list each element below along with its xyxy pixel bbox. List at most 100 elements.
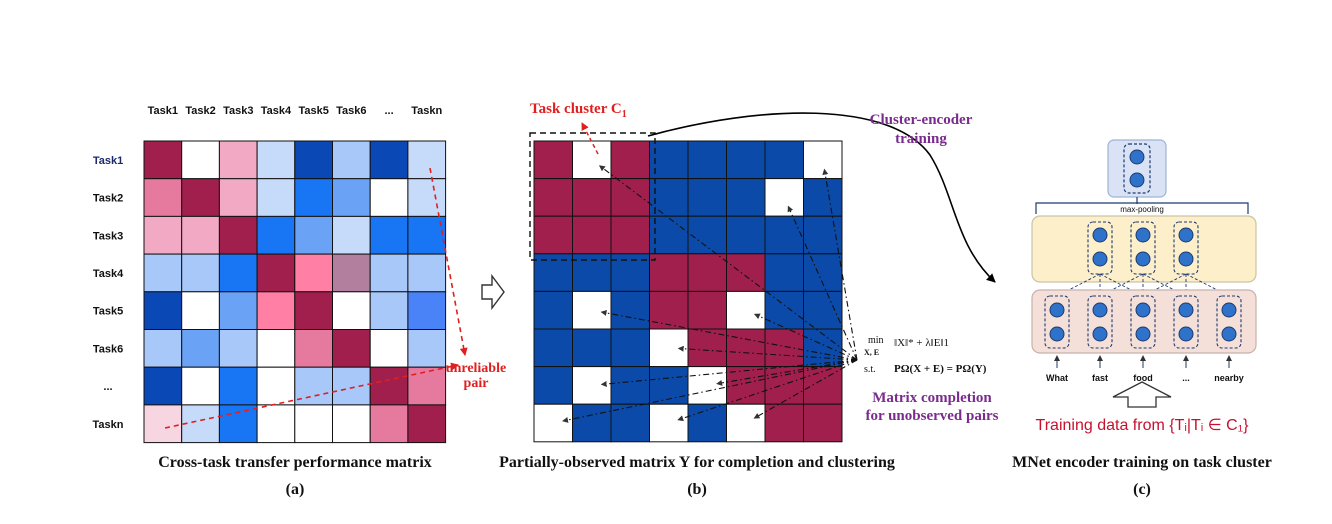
column-header: Taskn [411, 105, 442, 117]
conv-node [1092, 227, 1108, 243]
heatmap-cell [407, 404, 447, 444]
matrix-cell [803, 290, 843, 330]
heatmap-cell [369, 404, 409, 444]
completion-arrow [677, 345, 858, 361]
heatmap-cell [294, 140, 333, 180]
matrix-cell [572, 290, 612, 330]
input-word: ... [1182, 373, 1190, 383]
matrix-cell [687, 215, 727, 255]
matrix-cells [533, 140, 843, 443]
completion-arrow [753, 313, 858, 361]
unreliable-pair-arrow-horizontal [164, 362, 459, 429]
heatmap-cell [143, 215, 183, 255]
max-pooling-label: max-pooling [1120, 205, 1164, 214]
completion-arrow [716, 359, 858, 386]
matrix-cell [803, 253, 843, 292]
matrix-cell [803, 140, 843, 180]
matrix-cell [572, 215, 612, 255]
heatmap-cell [256, 329, 296, 368]
heatmap-cell [256, 366, 296, 406]
embedding-vector [1173, 295, 1199, 349]
heatmap-cell [407, 140, 447, 180]
heatmap-cell [332, 404, 371, 444]
matrix-cell [764, 290, 804, 330]
output-box [1107, 139, 1167, 198]
column-headers: Task1 Task2 Task3 Task4 Task5 Task6... Taskn [148, 105, 443, 117]
heatmap-cell [181, 404, 220, 444]
matrix-cell [803, 403, 843, 443]
heatmap-cell [143, 178, 183, 217]
heatmap-cell [218, 291, 258, 330]
heatmap-cell [294, 404, 333, 444]
matrix-cell [649, 215, 689, 255]
matrix-cell [764, 403, 804, 443]
embedding-node [1178, 326, 1194, 342]
matrix-cell [610, 366, 650, 405]
matrix-cell [726, 178, 766, 217]
embedding-vector [1216, 295, 1242, 349]
embedding-node [1092, 302, 1108, 318]
input-word: food [1133, 373, 1153, 383]
matrix-cell [572, 366, 612, 405]
conv-vector [1130, 221, 1156, 275]
column-header: Task5 [298, 105, 328, 117]
heatmap-cell [256, 178, 296, 217]
matrix-cell [610, 328, 650, 368]
heatmap-cell [218, 404, 258, 444]
embedding-node [1049, 326, 1065, 342]
heatmap-cell [407, 291, 447, 330]
formula-vars: X, E [864, 348, 879, 357]
conv-node [1092, 251, 1108, 267]
conv-node [1135, 251, 1151, 267]
unreliable-label-line1: unreliable [446, 361, 506, 376]
matrix-cell [533, 140, 573, 180]
heatmap-cell [369, 140, 409, 180]
heatmap-cell [332, 366, 371, 406]
embedding-node [1135, 326, 1151, 342]
heatmap-cell [218, 178, 258, 217]
heatmap-cell [294, 178, 333, 217]
matrix-cell [610, 140, 650, 180]
heatmap-cell [256, 253, 296, 293]
label-c: (c) [1133, 481, 1151, 498]
conv-node [1135, 227, 1151, 243]
output-vector [1123, 143, 1151, 194]
conv-node [1178, 227, 1194, 243]
heatmap-cell [369, 178, 409, 217]
row-header: Taskn [93, 419, 124, 431]
matrix-cell [610, 403, 650, 443]
matrix-cell [726, 215, 766, 255]
completion-arrows [562, 165, 858, 423]
matrix-cell [687, 253, 727, 292]
matrix-cell [764, 215, 804, 255]
heatmap-cell [218, 253, 258, 293]
heatmap-cell [407, 178, 447, 217]
formula-objective: ‖X‖* + λ‖E‖1 [894, 337, 949, 349]
input-word: What [1046, 373, 1068, 383]
column-header: Task6 [336, 105, 366, 117]
matrix-cell [572, 178, 612, 217]
label-b: (b) [687, 481, 707, 498]
matrix-cell [610, 290, 650, 330]
training-data-label: Training data from {Tᵢ|Tᵢ ∈ C₁} [1036, 417, 1250, 434]
heatmap-cell [218, 215, 258, 255]
matrix-cell [572, 140, 612, 180]
row-header: Task6 [93, 343, 123, 355]
matrix-cell [533, 215, 573, 255]
embedding-node [1221, 302, 1237, 318]
heatmap-cell [332, 329, 371, 368]
heatmap-cell [181, 178, 220, 217]
matrix-cell [533, 366, 573, 405]
heatmap-cell [369, 366, 409, 406]
panel-a-heatmap: Task1 Task2 Task3 Task4 Task5 Task6... Taskn T… [93, 105, 507, 498]
matrix-cell [687, 366, 727, 405]
heatmap-cell [143, 140, 183, 180]
heatmap-cell [181, 291, 220, 330]
heatmap-cell [181, 140, 220, 180]
heatmap-cell [181, 253, 220, 293]
row-header: Task3 [93, 230, 123, 242]
heatmap-cell [369, 329, 409, 368]
input-words: What fast food... nearby [1046, 355, 1244, 383]
formula-constraint: PΩ(X + E) = PΩ(Y) [894, 363, 987, 375]
matrix-cell [610, 215, 650, 255]
